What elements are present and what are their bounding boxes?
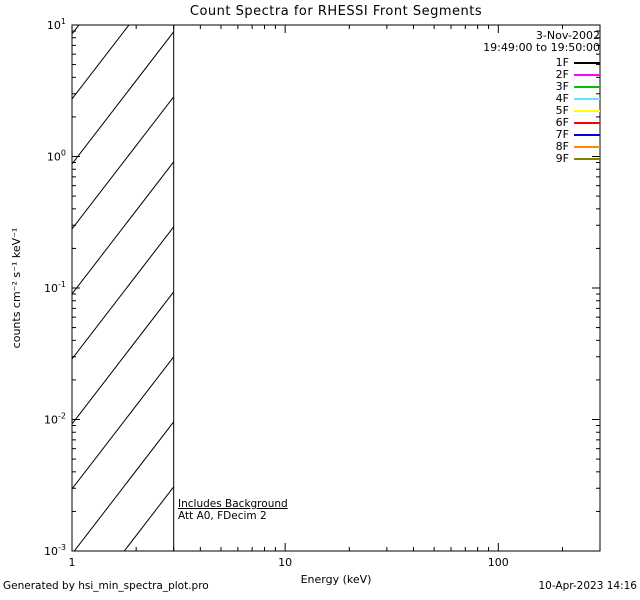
legend-entry-line	[574, 122, 600, 124]
legend-date: 3-Nov-2002	[535, 29, 600, 42]
legend-entry: 8F	[483, 141, 600, 153]
legend-entry-line	[574, 146, 600, 148]
legend-entry-label: 6F	[555, 116, 569, 129]
legend-entry-label: 9F	[555, 152, 569, 165]
legend-entry-line	[574, 134, 600, 136]
annotation-attenuator-state: Att A0, FDecim 2	[178, 510, 267, 522]
legend: 3-Nov-2002 19:49:00 to 19:50:00 1F 2F 3F 4F…	[483, 30, 600, 165]
y-axis-label: counts cm⁻² s⁻¹ keV⁻¹	[10, 228, 23, 349]
hatched-region	[72, 25, 174, 551]
footer-generator-text: Generated by hsi_min_spectra_plot.pro	[3, 580, 209, 592]
legend-entry-line	[574, 62, 600, 64]
legend-entry-line	[574, 86, 600, 88]
y-tick-label: 10-2	[44, 412, 66, 427]
legend-entry-line	[574, 110, 600, 112]
y-tick-label: 100	[47, 149, 66, 164]
legend-entry: 4F	[483, 93, 600, 105]
legend-entry-line	[574, 74, 600, 76]
legend-entry: 2F	[483, 69, 600, 81]
legend-entry-label: 5F	[555, 104, 569, 117]
legend-entry-label: 7F	[555, 128, 569, 141]
axis-tick-labels: 1 10 100 10-3 10-2 10-1 100 101	[44, 17, 509, 569]
chart-title: Count Spectra for RHESSI Front Segments	[189, 4, 483, 19]
legend-entry-line	[574, 158, 600, 160]
legend-entry-label: 4F	[555, 92, 569, 105]
x-tick-label: 1	[69, 556, 76, 569]
footer-timestamp: 10-Apr-2023 14:16	[538, 580, 637, 592]
legend-entries: 1F 2F 3F 4F 5F 6F 7F 8F 9F	[483, 57, 600, 165]
legend-entry: 7F	[483, 129, 600, 141]
legend-entry: 9F	[483, 153, 600, 165]
x-tick-label: 100	[488, 556, 509, 569]
legend-entry: 1F	[483, 57, 600, 69]
legend-entry-line	[574, 98, 600, 100]
x-tick-label: 10	[278, 556, 292, 569]
y-tick-label: 10-1	[44, 280, 66, 295]
legend-time-range: 19:49:00 to 19:50:00	[483, 41, 600, 54]
legend-entry-label: 1F	[555, 56, 569, 69]
y-tick-label: 101	[47, 17, 66, 32]
legend-entry-label: 2F	[555, 68, 569, 81]
y-tick-label: 10-3	[44, 543, 66, 558]
axis-ticks	[71, 24, 601, 552]
x-axis-label: Energy (keV)	[301, 573, 372, 586]
legend-entry: 3F	[483, 81, 600, 93]
legend-entry-label: 8F	[555, 140, 569, 153]
legend-entry: 5F	[483, 105, 600, 117]
annotation-includes-background: Includes Background	[178, 498, 288, 510]
legend-entry: 6F	[483, 117, 600, 129]
legend-entry-label: 3F	[555, 80, 569, 93]
